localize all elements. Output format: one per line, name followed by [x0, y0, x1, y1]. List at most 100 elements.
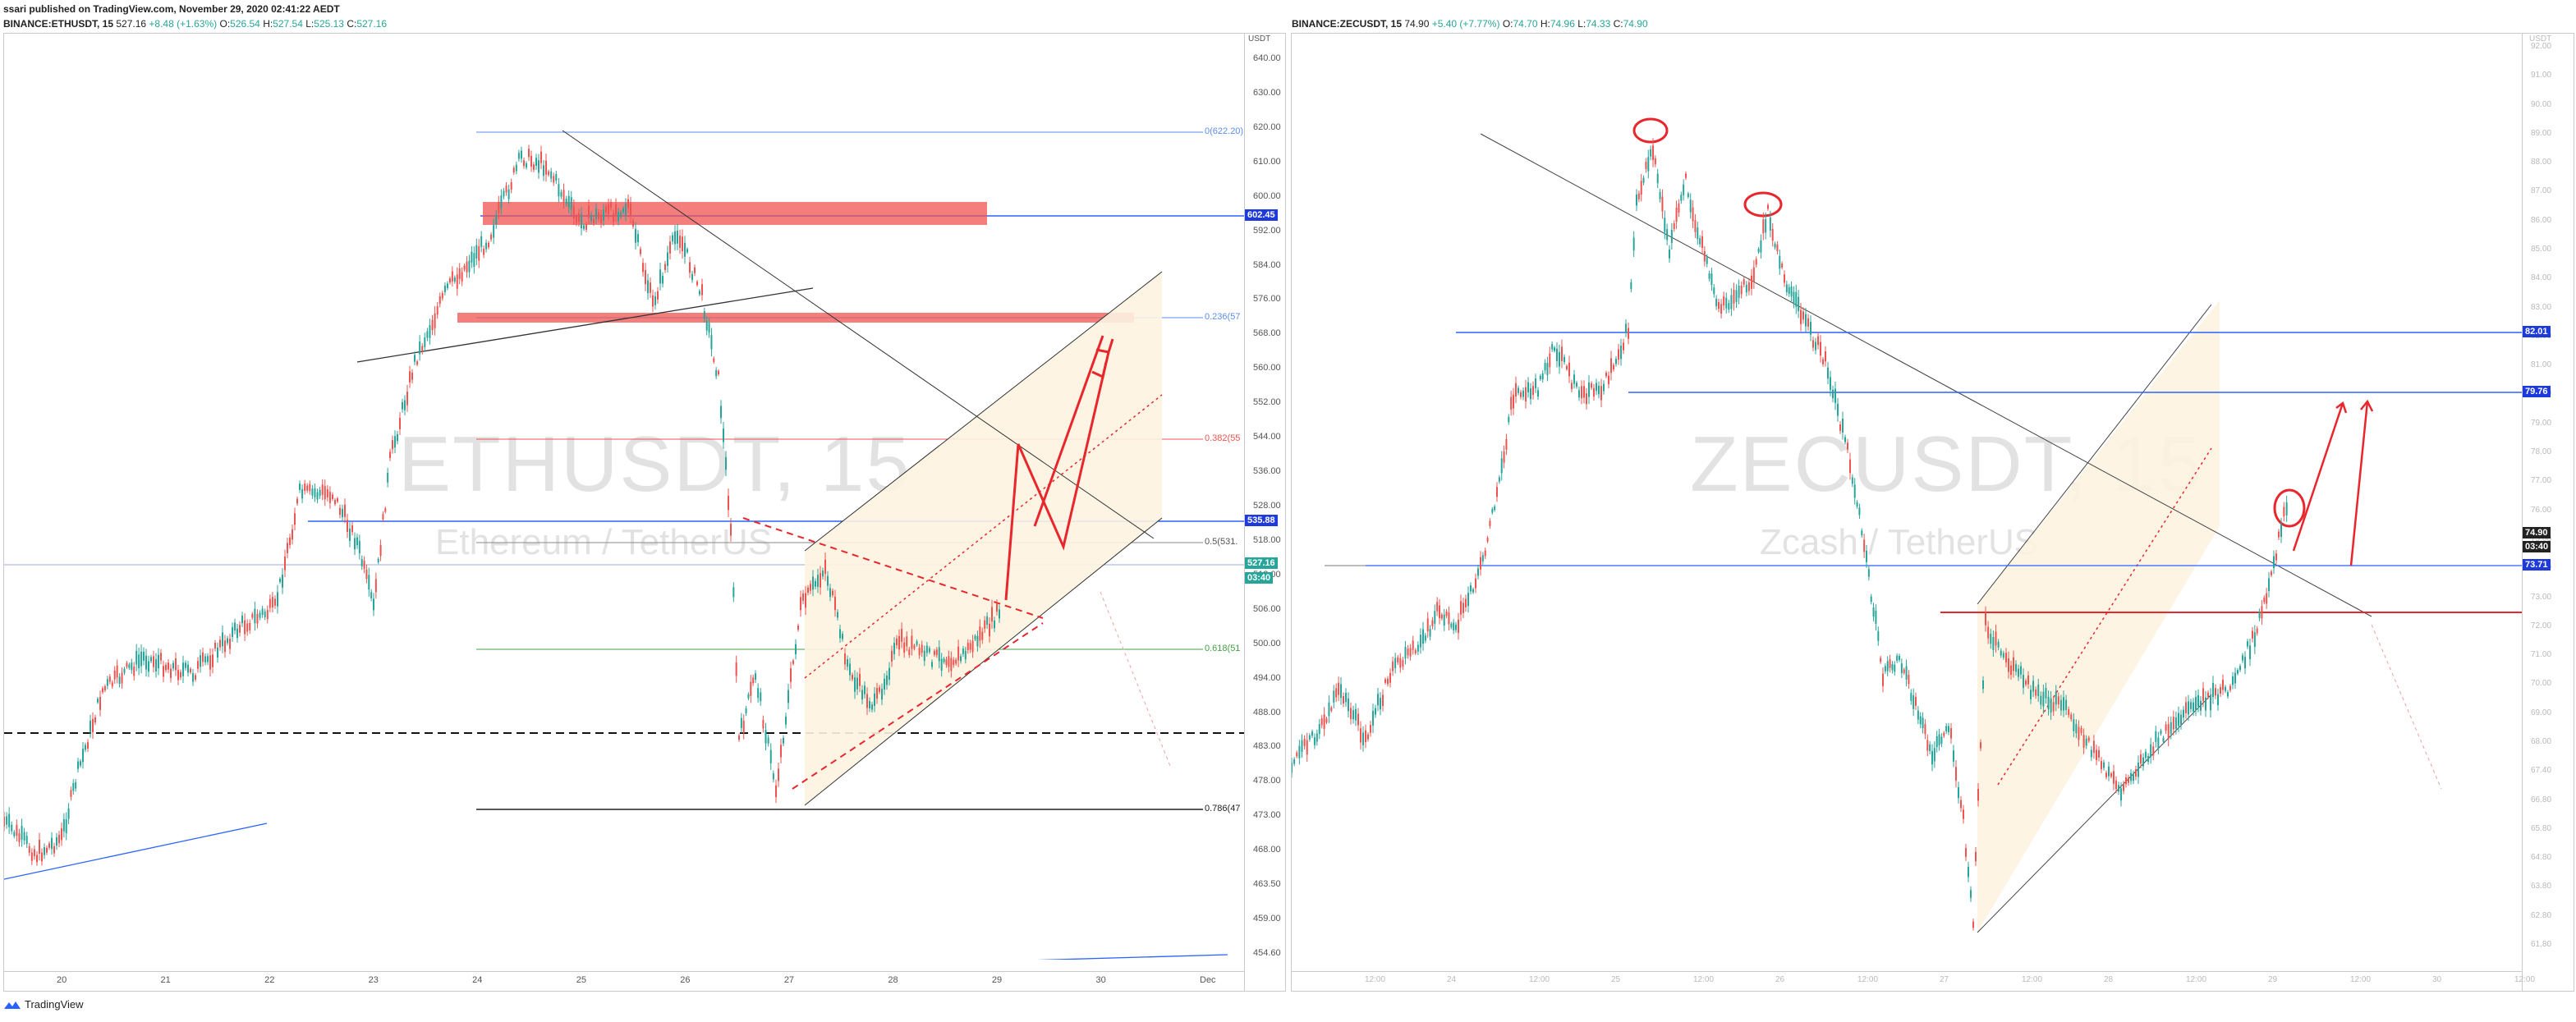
candle-body	[1905, 666, 1908, 680]
candle-body	[772, 773, 774, 780]
price-tick-label: 86.00	[2531, 215, 2552, 225]
tradingview-footer[interactable]: TradingView	[3, 998, 84, 1011]
candle-body	[1720, 304, 1723, 314]
candle-body	[1426, 618, 1429, 632]
candle-body	[292, 529, 293, 540]
candle-body	[515, 164, 517, 172]
time-tick-label: 28	[888, 975, 898, 985]
price-tick-label: 81.00	[2531, 360, 2552, 370]
candle-body	[87, 742, 89, 749]
candle-body	[1419, 635, 1421, 648]
fib-0786-label: 0.786(47	[1205, 804, 1241, 813]
candle-body	[148, 661, 149, 672]
candle-body	[1477, 568, 1479, 576]
candle-body	[962, 648, 964, 654]
time-tick-label: 28	[2104, 975, 2114, 984]
candle-body	[1659, 192, 1661, 199]
candle-body	[1591, 383, 1592, 388]
candle-body	[1431, 620, 1434, 626]
right-symbol[interactable]: BINANCE:ZECUSDT, 15	[1292, 18, 1403, 30]
candle-body	[1827, 367, 1829, 379]
ethusdt-chart-pane[interactable]: ETHUSDT, 15 Ethereum / TetherUS	[3, 33, 1286, 992]
zecusdt-chart-pane[interactable]: ZECUSDT, 15 Zcash / TetherUS USDT 92.00 9…	[1291, 33, 2574, 992]
candle-body	[1762, 219, 1765, 234]
candle-body	[879, 687, 880, 692]
candle-body	[1306, 740, 1308, 755]
candle-body	[2068, 709, 2070, 716]
candle-body	[1460, 601, 1462, 615]
candle-body	[99, 697, 101, 710]
candle-body	[1384, 679, 1386, 683]
candle-body	[495, 214, 498, 225]
candle-body	[349, 528, 351, 541]
candle-body	[829, 588, 831, 598]
candle-body	[730, 524, 732, 536]
candle-body	[889, 667, 890, 680]
candle-body	[222, 632, 223, 647]
candle-body	[605, 206, 607, 213]
candle-body	[204, 656, 206, 662]
candle-body	[46, 847, 48, 853]
price-tick-label: 478.00	[1253, 776, 1281, 786]
candle-body	[1484, 550, 1486, 557]
candle-body	[757, 688, 760, 698]
candle-body	[752, 677, 755, 684]
left-symbol[interactable]: BINANCE:ETHUSDT, 15	[3, 18, 114, 30]
left-plot[interactable]	[4, 34, 1244, 960]
candle-body	[182, 662, 184, 676]
candle-body	[935, 649, 938, 655]
candle-body	[996, 603, 998, 612]
candle-body	[301, 488, 304, 499]
candle-body	[562, 190, 565, 203]
price-tick-label: 76.00	[2531, 505, 2552, 515]
candle-body	[2035, 689, 2037, 696]
candle-body	[735, 662, 737, 676]
candle-body	[869, 700, 870, 708]
candle-body	[2247, 641, 2248, 647]
candle-body	[538, 160, 540, 173]
left-time-axis[interactable]: 20 21 22 23 24 25 26 27 28 29 30 Dec	[4, 971, 1244, 990]
candle-body	[287, 543, 288, 553]
candle-body	[296, 498, 298, 504]
left-high: 527.54	[273, 18, 303, 30]
candle-body	[145, 655, 147, 670]
candle-body	[1769, 217, 1771, 231]
right-price-axis[interactable]: USDT 92.00 91.00 90.00 89.00 88.00 87.00 86.00…	[2522, 34, 2575, 991]
candle-body	[2052, 702, 2055, 712]
candle-body	[893, 643, 895, 654]
fib-05-label: 0.5(531.	[1205, 537, 1238, 547]
candle-body	[1583, 386, 1585, 398]
candle-body	[1884, 666, 1886, 671]
candle-body	[2087, 737, 2090, 741]
candle-body	[30, 852, 33, 861]
candle-body	[1723, 296, 1725, 306]
candle-body	[347, 520, 348, 532]
candle-body	[747, 694, 750, 699]
candle-body	[581, 213, 582, 229]
price-tick-label: 68.00	[2531, 736, 2552, 746]
candle-body	[991, 607, 993, 622]
candle-body	[1642, 177, 1645, 183]
candle-body	[1498, 477, 1500, 482]
candle-body	[478, 245, 480, 261]
candle-body	[728, 495, 729, 511]
candle-body	[468, 260, 471, 273]
candle-body	[2202, 688, 2204, 701]
candle-body	[659, 269, 661, 284]
right-time-axis[interactable]: 12:00 24 12:00 25 12:00 26 12:00 27 12:00 28 12:00…	[1292, 971, 2535, 990]
right-level-badge-2: 79.76	[2523, 386, 2551, 397]
candle-body	[802, 593, 804, 601]
candle-body	[65, 819, 67, 834]
candle-body	[1303, 739, 1306, 746]
price-tick-label: 71.00	[2531, 650, 2552, 660]
candle-body	[411, 372, 413, 380]
candle-body	[928, 648, 930, 653]
right-plot[interactable]	[1292, 34, 2522, 960]
left-price-axis[interactable]: USDT 640.00 630.00 620.00 610.00 600.00 592.0…	[1244, 34, 1288, 991]
price-tick-label: 500.00	[1253, 638, 1281, 648]
candle-body	[535, 158, 537, 167]
candle-body	[1571, 383, 1573, 390]
candle-body	[969, 643, 971, 650]
candle-body	[705, 321, 708, 331]
candle-body	[1725, 297, 1728, 309]
